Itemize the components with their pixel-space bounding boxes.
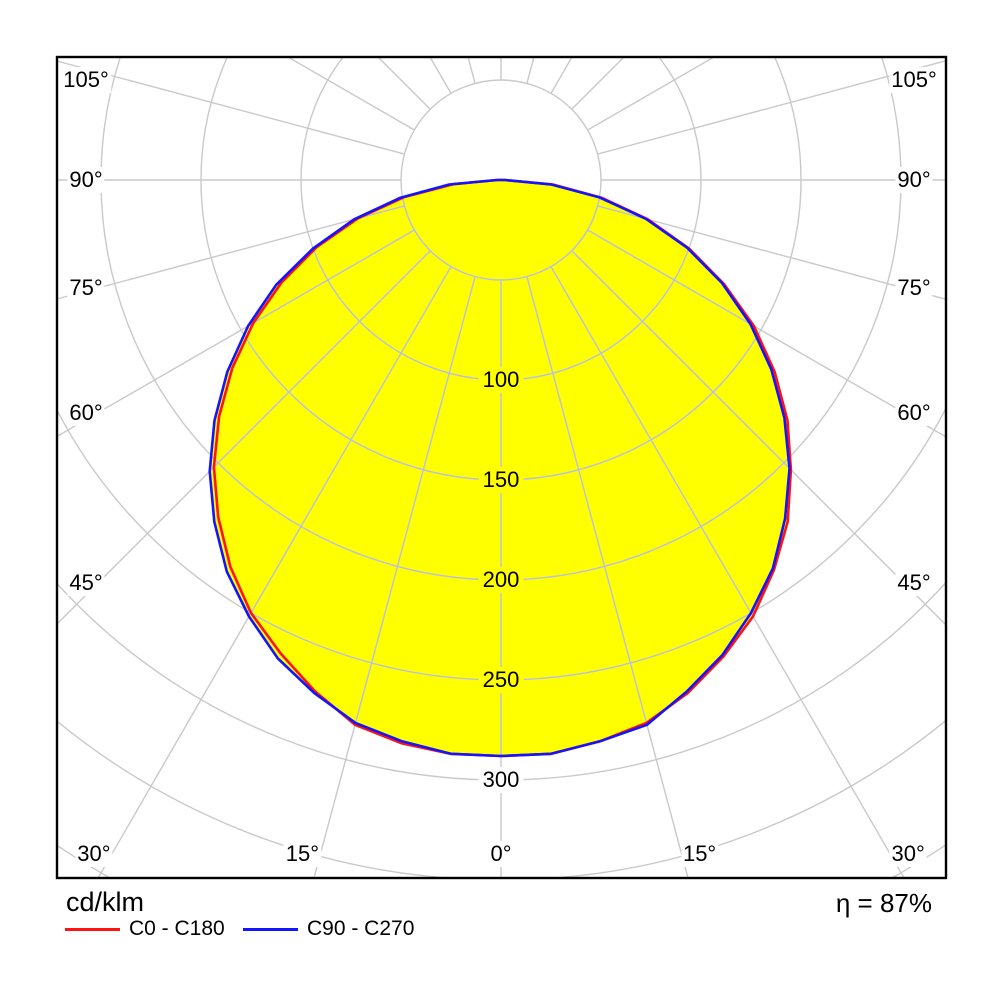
- angle-label-bottom-right-30: 30°: [889, 841, 927, 867]
- angle-label-left-75: 75°: [67, 274, 105, 301]
- angle-label-left-45: 45°: [67, 570, 105, 596]
- legend-item-c0-c180: C0 - C180: [65, 917, 225, 941]
- radial-tick-label-150: 150: [478, 467, 524, 493]
- c90-c270-line-swatch: [243, 927, 298, 931]
- radial-tick-label-100: 100: [478, 367, 524, 393]
- angle-label-left-105: 105°: [61, 67, 111, 94]
- radial-tick-label-250: 250: [478, 667, 524, 693]
- legend-label-c0-c180: C0 - C180: [129, 917, 225, 940]
- c90-c270-curve: [208, 178, 791, 758]
- angle-label-right-75: 75°: [895, 274, 933, 301]
- angle-label-right-90: 90°: [895, 167, 933, 193]
- angle-label-bottom-left-30: 30°: [75, 841, 113, 867]
- angle-label-right-45: 45°: [895, 570, 933, 596]
- legend-item-c90-c270: C90 - C270: [243, 917, 414, 941]
- angle-label-bottom-left-15: 15°: [283, 841, 322, 867]
- efficiency-label: η = 87%: [835, 888, 932, 918]
- legend-label-c90-c270: C90 - C270: [307, 917, 415, 940]
- angle-label-right-105: 105°: [889, 67, 939, 94]
- unit-label: cd/klm: [66, 887, 145, 917]
- angle-label-left-60: 60°: [67, 399, 105, 426]
- plot-border: [55, 55, 948, 880]
- radial-tick-label-200: 200: [478, 567, 524, 593]
- angle-label-bottom-right-15: 15°: [680, 841, 719, 867]
- radial-tick-label-300: 300: [478, 767, 524, 793]
- angle-label-bottom-0: 0°: [488, 841, 514, 867]
- angle-label-right-60: 60°: [895, 399, 933, 426]
- angle-label-left-90: 90°: [67, 167, 105, 193]
- c0-c180-line-swatch: [65, 927, 120, 931]
